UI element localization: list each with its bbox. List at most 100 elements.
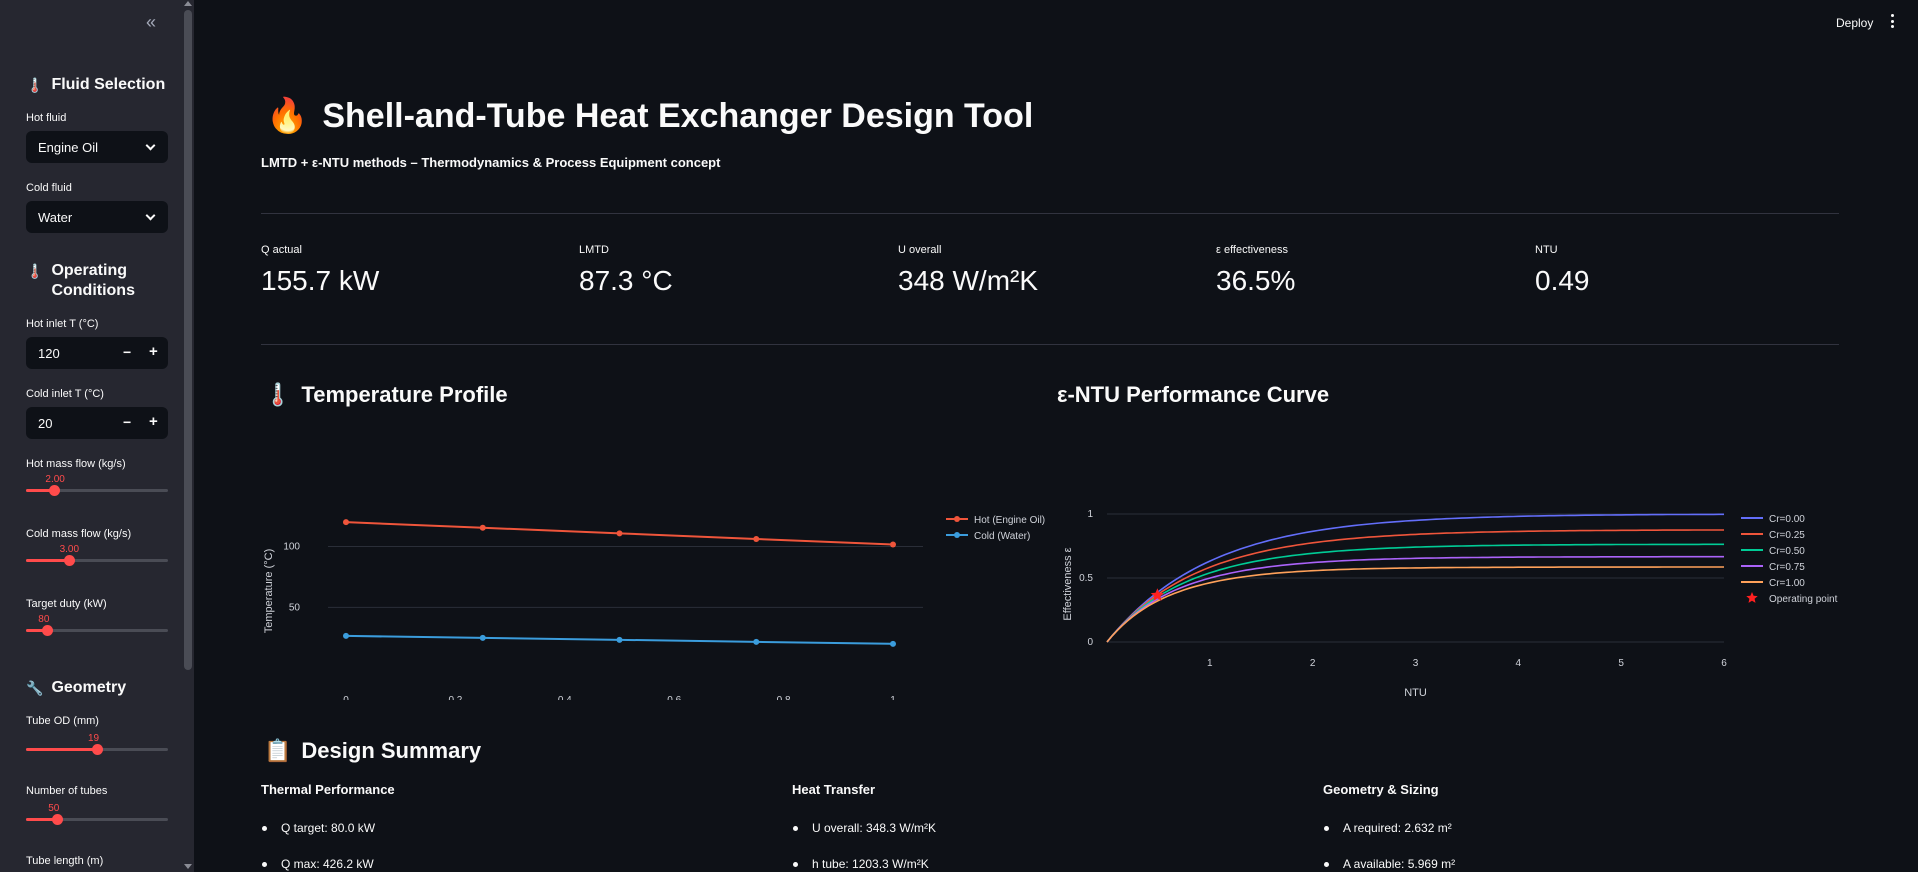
y-tick-label: 0.5 xyxy=(1079,573,1093,584)
fire-icon: 🔥 xyxy=(266,97,309,135)
data-point xyxy=(890,640,896,647)
scroll-down-icon[interactable] xyxy=(184,864,192,869)
legend-label: Operating point xyxy=(1769,594,1838,605)
target-duty-slider[interactable]: 80 xyxy=(26,614,168,638)
decrement-button[interactable]: − xyxy=(123,414,132,430)
data-point xyxy=(479,524,486,531)
data-point xyxy=(616,530,623,537)
x-axis-label: NTU xyxy=(1404,687,1427,699)
slider-handle[interactable] xyxy=(92,744,103,755)
thermometer-icon: 🌡️ xyxy=(26,77,44,93)
divider xyxy=(261,344,1839,345)
x-tick-label: 1 xyxy=(1207,658,1213,669)
scroll-up-icon[interactable] xyxy=(184,1,192,6)
x-tick-label: 3 xyxy=(1413,658,1419,669)
temperature-profile-chart[interactable]: 5010000.20.40.60.81Position along HXTemp… xyxy=(258,490,1058,700)
x-tick-label: 6 xyxy=(1721,658,1727,669)
legend-label: Hot (Engine Oil) xyxy=(974,515,1045,526)
legend-marker xyxy=(1746,592,1758,603)
tube-od-slider[interactable]: 19 xyxy=(26,733,168,757)
legend-label: Cr=0.00 xyxy=(1769,514,1805,525)
divider xyxy=(261,213,1839,214)
metric-lmtd: LMTD 87.3 °C xyxy=(579,244,673,296)
ntu-curve-heading: ε-NTU Performance Curve xyxy=(1057,382,1330,407)
series-line xyxy=(1106,513,1724,643)
series-line xyxy=(1106,529,1724,643)
hot-inlet-input[interactable]: 120 − + xyxy=(26,337,168,369)
series-line xyxy=(1106,543,1724,643)
legend-marker xyxy=(954,516,960,522)
legend-marker xyxy=(954,532,960,538)
hot-flow-slider[interactable]: 2.00 xyxy=(26,474,168,498)
y-axis-label: Effectiveness ε xyxy=(1062,547,1074,620)
summary-heading-heat-transfer: Heat Transfer xyxy=(792,782,876,797)
decrement-button[interactable]: − xyxy=(123,344,132,360)
clipboard-icon: 📋 xyxy=(264,738,292,763)
thermometer-icon: 🌡️ xyxy=(26,263,44,279)
list-item: A available: 5.969 m² xyxy=(1324,857,1455,871)
thermometer-icon: 🌡️ xyxy=(264,382,292,407)
main-menu-icon[interactable] xyxy=(1888,14,1896,28)
metric-ntu: NTU 0.49 xyxy=(1535,244,1590,296)
data-point xyxy=(479,634,486,641)
x-tick-label: 0 xyxy=(343,695,349,700)
x-tick-label: 4 xyxy=(1516,658,1522,669)
geometry-heading: 🔧 Geometry xyxy=(26,679,127,696)
data-point xyxy=(616,636,623,643)
list-item: U overall: 348.3 W/m²K xyxy=(793,821,936,835)
data-point xyxy=(753,638,760,645)
target-duty-label: Target duty (kW) xyxy=(26,598,107,610)
ntu-performance-chart[interactable]: 0 0.5 1 1 2 3 4 5 6 NTU Effectiveness ε Cr=0.00 Cr=0… xyxy=(1055,490,1855,700)
y-tick-label: 100 xyxy=(283,542,300,553)
operating-point-marker xyxy=(1150,588,1164,601)
cold-flow-label: Cold mass flow (kg/s) xyxy=(26,528,132,540)
temperature-profile-heading: 🌡️ Temperature Profile xyxy=(264,382,508,407)
collapse-sidebar-icon[interactable]: « xyxy=(146,12,157,32)
cold-inlet-input[interactable]: 20 − + xyxy=(26,407,168,439)
sidebar: « 🌡️ Fluid Selection Hot fluid Engine Oi… xyxy=(0,0,194,872)
x-tick-label: 1 xyxy=(890,695,896,700)
metric-effectiveness: ε effectiveness 36.5% xyxy=(1216,244,1296,296)
summary-heading-thermal: Thermal Performance xyxy=(261,782,395,797)
wrench-icon: 🔧 xyxy=(26,680,44,696)
cold-fluid-select[interactable]: Water xyxy=(26,201,168,233)
y-axis-label: Temperature (°C) xyxy=(263,549,275,633)
y-tick-label: 1 xyxy=(1087,509,1093,520)
cold-flow-slider[interactable]: 3.00 xyxy=(26,544,168,568)
x-tick-label: 0.6 xyxy=(667,695,681,700)
operating-conditions-heading: 🌡️ Operating Conditions xyxy=(26,262,135,299)
y-tick-label: 50 xyxy=(289,602,301,613)
slider-handle[interactable] xyxy=(63,555,75,566)
legend-label: Cr=0.50 xyxy=(1769,546,1805,557)
tube-length-label: Tube length (m) xyxy=(26,855,104,867)
series-line xyxy=(1106,555,1724,643)
legend-label: Cold (Water) xyxy=(974,531,1030,542)
increment-button[interactable]: + xyxy=(149,413,158,430)
y-tick-label: 0 xyxy=(1087,637,1093,648)
design-summary-heading: 📋 Design Summary xyxy=(264,738,482,763)
x-tick-label: 0.2 xyxy=(448,695,462,700)
chevron-down-icon xyxy=(145,140,156,151)
x-tick-label: 2 xyxy=(1310,658,1316,669)
hot-flow-label: Hot mass flow (kg/s) xyxy=(26,458,126,470)
data-point xyxy=(343,519,349,526)
data-point xyxy=(343,632,349,639)
data-point xyxy=(890,541,896,548)
increment-button[interactable]: + xyxy=(149,343,158,360)
x-tick-label: 0.4 xyxy=(558,695,572,700)
hot-inlet-label: Hot inlet T (°C) xyxy=(26,318,99,330)
data-point xyxy=(753,535,760,542)
scrollbar-thumb[interactable] xyxy=(184,10,192,670)
slider-handle[interactable] xyxy=(49,485,61,496)
num-tubes-slider[interactable]: 50 xyxy=(26,803,168,827)
x-tick-label: 0.8 xyxy=(777,695,791,700)
deploy-button[interactable]: Deploy xyxy=(1836,16,1874,30)
num-tubes-label: Number of tubes xyxy=(26,785,108,797)
page-title: 🔥 Shell-and-Tube Heat Exchanger Design T… xyxy=(266,96,1034,136)
hot-fluid-select[interactable]: Engine Oil xyxy=(26,131,168,163)
list-item: Q max: 426.2 kW xyxy=(262,857,374,871)
sidebar-scrollbar[interactable] xyxy=(182,0,194,872)
slider-handle[interactable] xyxy=(42,625,54,636)
fluid-selection-heading: 🌡️ Fluid Selection xyxy=(26,76,166,93)
slider-handle[interactable] xyxy=(52,814,64,825)
